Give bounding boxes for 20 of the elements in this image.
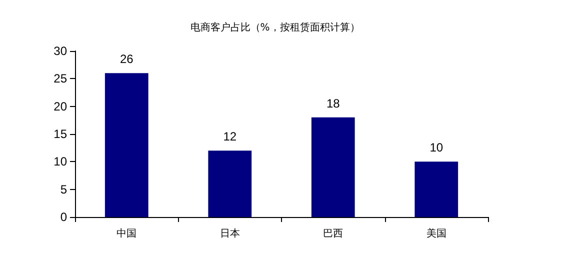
y-tick-label: 30 xyxy=(54,44,68,58)
y-tick-label: 5 xyxy=(60,182,68,196)
x-tick-label: 巴西 xyxy=(323,228,344,240)
y-tick-label: 20 xyxy=(54,99,68,114)
data-label: 18 xyxy=(326,96,340,110)
bar xyxy=(208,150,252,217)
x-tick-label: 中国 xyxy=(116,228,137,240)
x-tick-label: 美国 xyxy=(426,228,446,240)
data-label: 10 xyxy=(430,140,444,155)
data-label: 26 xyxy=(120,52,134,66)
bar xyxy=(311,117,355,217)
bar xyxy=(414,162,458,217)
chart-title: 电商客户占比（%，按租赁面积计算） xyxy=(190,22,360,34)
y-tick-label: 25 xyxy=(54,72,68,86)
data-label: 12 xyxy=(223,130,237,144)
y-tick-label: 10 xyxy=(54,154,68,169)
y-tick-label: 15 xyxy=(54,127,68,141)
y-tick-label: 0 xyxy=(60,210,68,224)
x-tick-label: 日本 xyxy=(220,228,240,240)
bar xyxy=(104,73,148,217)
